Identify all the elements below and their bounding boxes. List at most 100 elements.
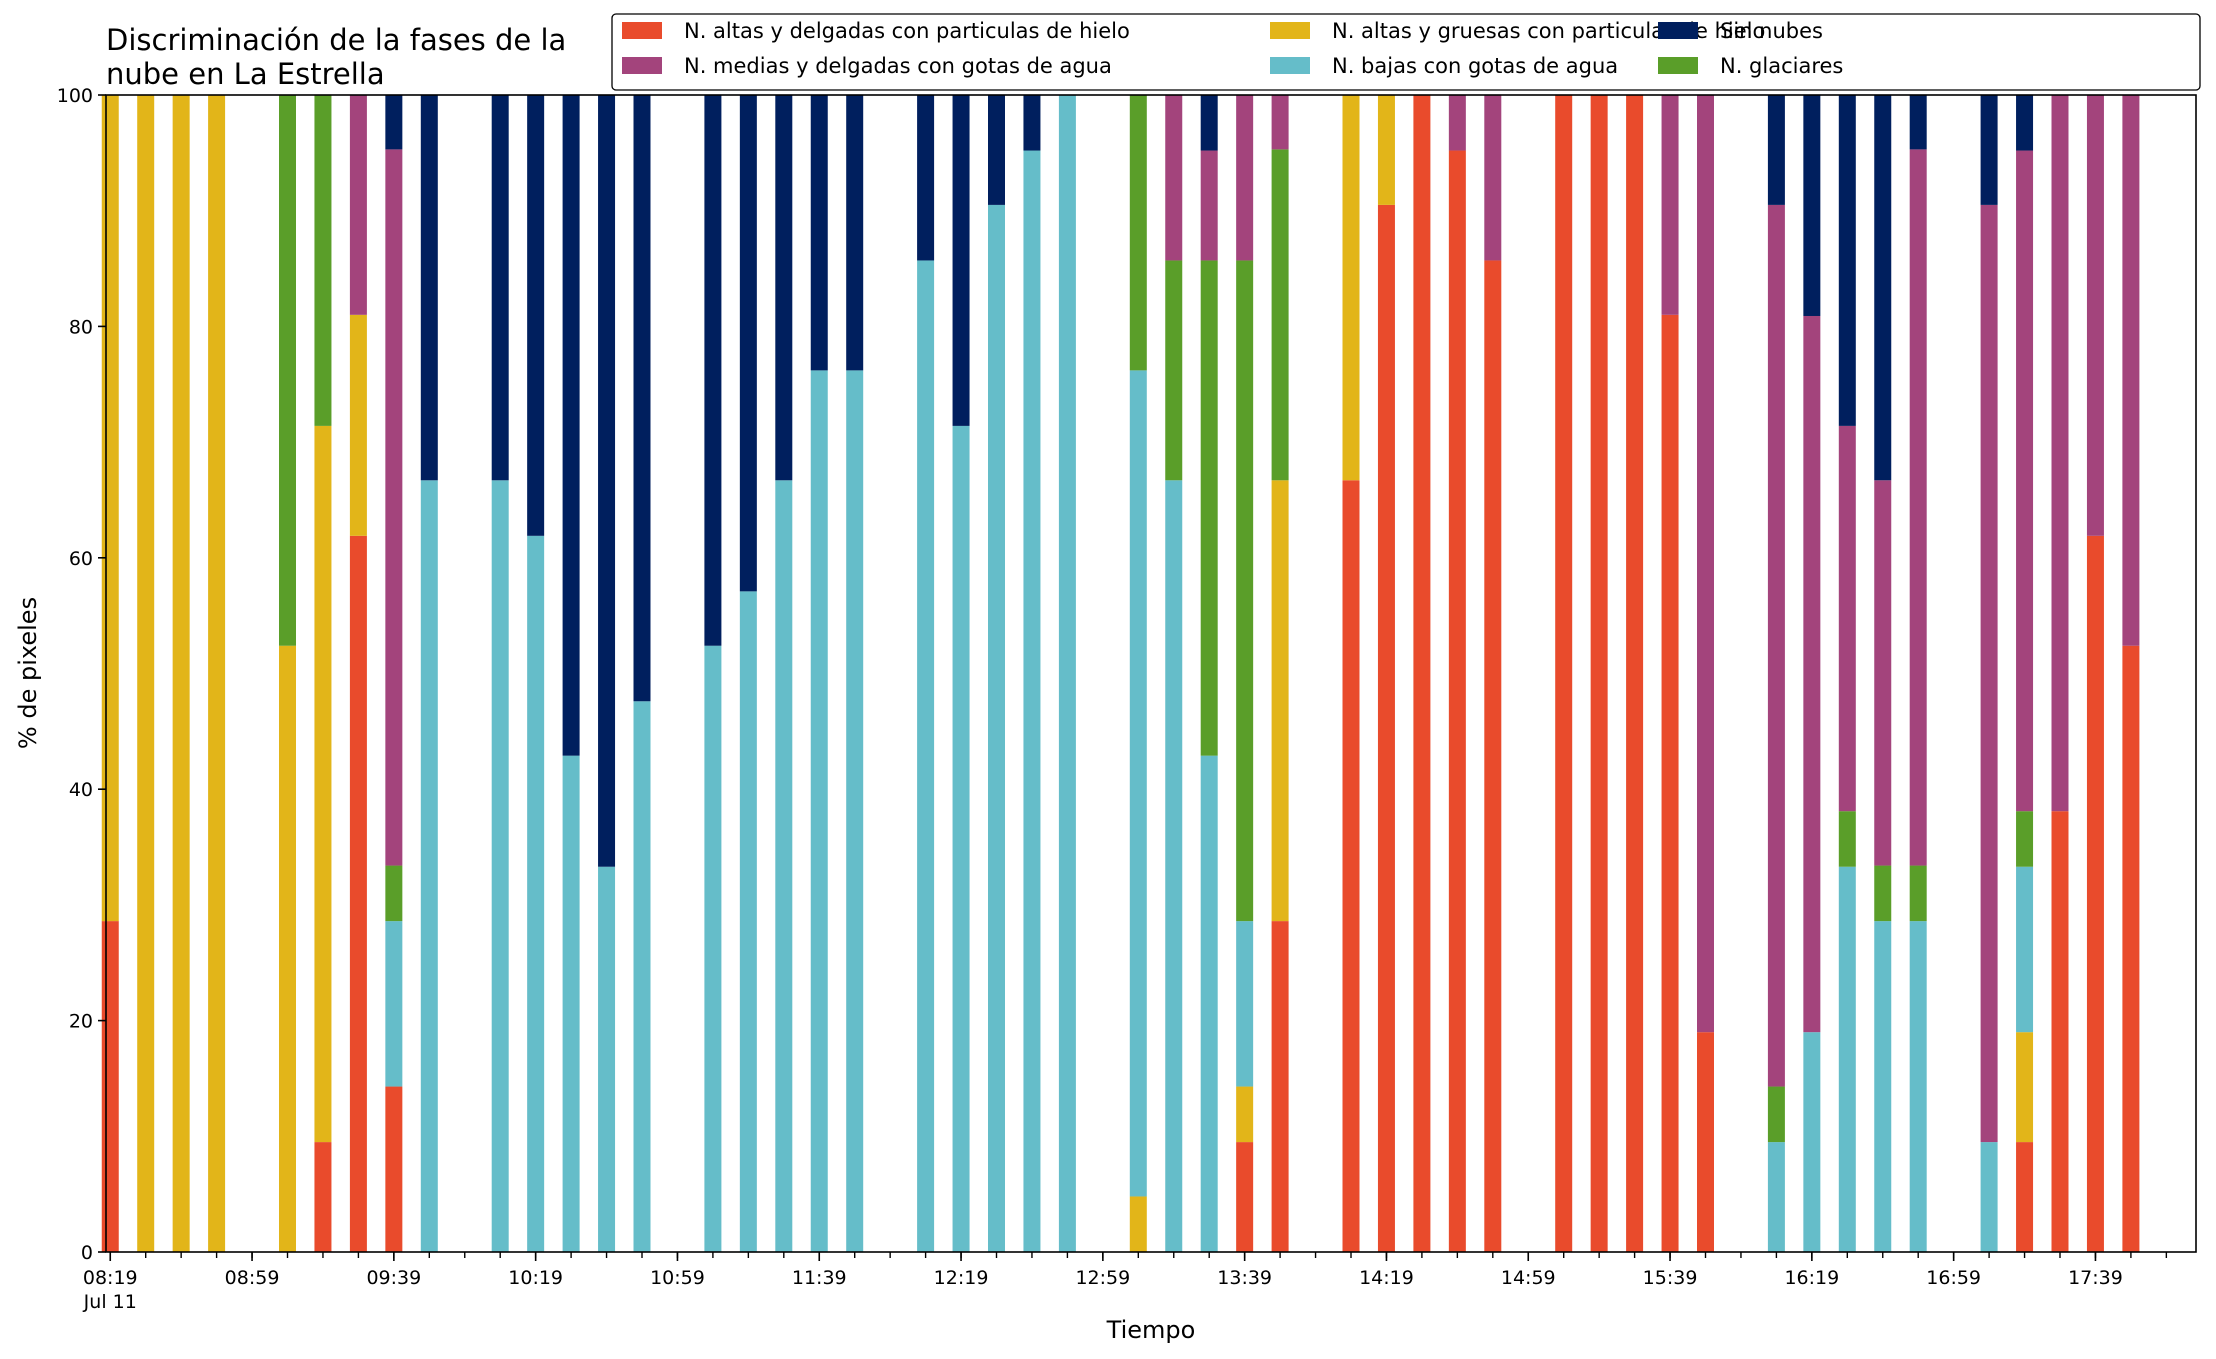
bar-segment [739,591,757,1252]
bar-segment [598,95,616,867]
bars-layer [101,95,2140,1253]
bar-stack-1649 [1909,95,1927,1252]
bar-segment [1803,315,1821,1033]
bar-stack-0949 [420,95,438,1252]
bar-segment [420,480,438,1252]
bar-segment [2016,150,2034,812]
chart-title-line-1: Discriminación de la fases de la [106,23,566,57]
bar-segment [1555,95,1573,1252]
bar-stack-1119 [739,95,757,1252]
bar-segment [1838,866,1856,1252]
bar-segment [2122,95,2140,646]
bar-segment [1165,95,1183,261]
legend-label: N. medias y delgadas con gotas de agua [684,54,1112,78]
bar-stack-1219 [952,95,970,1252]
bar-segment [704,95,722,646]
bar-stack-0839 [172,95,190,1252]
x-tick-label: 08:59 [225,1267,280,1289]
legend: N. altas y delgadas con particulas de hi… [611,13,2201,91]
x-tick-label: 08:19 [83,1267,138,1289]
bar-segment [527,95,545,536]
legend-label: N. altas y gruesas con particulas de hie… [1332,19,1765,43]
bar-stack-1609 [1767,95,1785,1252]
bar-segment [385,865,403,922]
bar-stack-1749 [2122,95,2140,1252]
bar-stack-1449 [1484,95,1502,1252]
legend-swatch [1270,22,1310,39]
bar-stack-1129 [775,95,793,1252]
bar-segment [1980,204,1998,1143]
bar-stack-1439 [1448,95,1466,1252]
bar-segment [1838,425,1856,812]
bar-segment [1236,1142,1254,1252]
bar-segment [1980,95,1998,205]
legend-entry: N. altas y delgadas con particulas de hi… [622,19,1130,43]
bar-stack-1529 [1626,95,1644,1252]
bar-segment [810,95,828,371]
x-tick-label: 12:59 [1075,1267,1130,1289]
bar-stack-0849 [208,95,226,1252]
bar-segment [385,1086,403,1252]
bar-segment [1236,921,1254,1087]
bar-segment [420,95,438,481]
bar-segment [1023,95,1041,151]
legend-entry: N. medias y delgadas con gotas de agua [622,54,1112,78]
bar-stack-1639 [1874,95,1892,1252]
legend-swatch [622,57,662,74]
legend-label: N. glaciares [1720,54,1843,78]
bar-stack-1039 [598,95,616,1252]
bar-stack-1009 [491,95,509,1252]
x-tick-label: 17:39 [2068,1267,2123,1289]
y-tick-label: 40 [69,779,93,801]
bar-segment [349,95,367,315]
bar-segment [314,1142,332,1252]
bar-stack-1229 [988,95,1005,1252]
bar-segment [562,95,580,756]
bar-segment [598,866,616,1252]
bar-segment [952,95,970,426]
bar-segment [385,149,403,866]
bar-stack-1709 [1980,95,1998,1252]
plot-area-frame [105,94,2197,1253]
bar-stack-0909 [279,95,296,1252]
legend-swatch [1658,57,1698,74]
bar-segment [1200,260,1218,756]
bar-segment [633,701,651,1252]
bar-segment [1909,149,1927,866]
legend-entry: N. glaciares [1658,54,1843,78]
bar-segment [1271,95,1289,150]
bar-segment [2016,1142,2034,1252]
x-tick-label: 14:59 [1501,1267,1556,1289]
bar-segment [385,95,403,150]
bar-segment [101,95,119,922]
bar-segment [1803,1032,1821,1252]
legend-frame [611,13,2201,91]
bar-stack-1109 [704,95,722,1252]
bar-segment [1377,95,1395,205]
x-tick-label: 13:39 [1217,1267,1272,1289]
bar-segment [279,95,296,646]
bar-segment [1767,1142,1785,1252]
bar-segment [988,204,1005,1252]
bar-stack-1019 [527,95,545,1252]
bar-segment [2016,811,2034,867]
bar-stack-1719 [2016,95,2034,1252]
bar-stack-1139 [810,95,828,1252]
x-axis-label: Tiempo [1106,1316,1196,1344]
bar-segment [349,314,367,536]
bar-segment [1236,1086,1254,1143]
legend-label: N. bajas con gotas de agua [1332,54,1618,78]
bar-segment [2086,95,2104,536]
bar-segment [846,95,864,371]
x-tick-sublabel: Jul 11 [83,1291,137,1313]
bar-segment [1767,204,1785,1087]
bar-segment [562,755,580,1252]
bar-stack-1549 [1697,95,1714,1252]
y-tick-label: 60 [69,548,93,570]
y-tick-label: 100 [57,85,93,107]
x-tick-label: 16:59 [1926,1267,1981,1289]
bar-segment [1767,95,1785,205]
bar-segment [2016,95,2034,151]
x-tick-label: 16:19 [1784,1267,1839,1289]
bar-stack-1539 [1661,95,1679,1253]
